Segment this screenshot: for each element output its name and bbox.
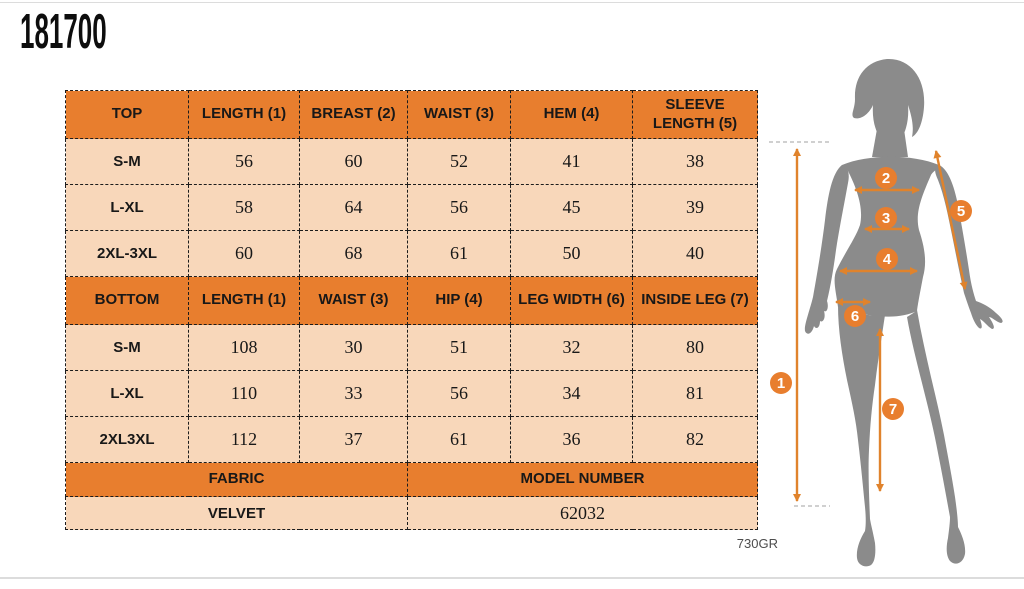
info-header-row: FABRIC MODEL NUMBER [65, 462, 758, 497]
measurement-marker-2: 2 [875, 167, 897, 189]
measurement-cell: 52 [407, 138, 511, 185]
silhouette-left-arm [804, 165, 849, 334]
measurement-cell: 36 [510, 416, 633, 463]
svg-text:1: 1 [777, 375, 785, 392]
column-header: LENGTH (1) [188, 90, 300, 139]
measurement-cell: 60 [188, 230, 300, 277]
column-header: WAIST (3) [299, 276, 408, 325]
silhouette-left-leg [838, 305, 885, 567]
column-header: LEG WIDTH (6) [510, 276, 633, 325]
measurement-cell: 51 [407, 324, 511, 371]
measurement-markers: 1 2 3 4 5 6 7 [770, 167, 972, 420]
table-row: L-XL 110 33 56 34 81 [65, 370, 758, 417]
silhouette-head [852, 58, 925, 144]
table-row: 2XL-3XL 60 68 61 50 40 [65, 230, 758, 277]
guide-lines [768, 141, 830, 507]
size-chart-table: TOP LENGTH (1) BREAST (2) WAIST (3) HEM … [65, 90, 758, 530]
measurement-cell: 56 [407, 370, 511, 417]
measurement-cell: 61 [407, 230, 511, 277]
measurement-cell: 41 [510, 138, 633, 185]
top-divider-line [0, 2, 1024, 3]
measurement-cell: 60 [299, 138, 408, 185]
weight-footnote: 730GR [736, 536, 778, 551]
measurement-cell: 32 [510, 324, 633, 371]
svg-text:2: 2 [882, 170, 890, 187]
table-row: S-M 108 30 51 32 80 [65, 324, 758, 371]
size-label: S-M [65, 138, 189, 185]
silhouette-right-leg [907, 310, 966, 564]
measurement-cell: 34 [510, 370, 633, 417]
fabric-header: FABRIC [65, 462, 408, 497]
silhouette-neck [872, 129, 908, 157]
measurement-marker-5: 5 [950, 200, 972, 222]
column-header: BOTTOM [65, 276, 189, 325]
measurement-cell: 39 [632, 184, 758, 231]
female-silhouette [804, 58, 1003, 567]
svg-text:5: 5 [957, 203, 965, 220]
column-header: INSIDE LEG (7) [632, 276, 758, 325]
column-header: HIP (4) [407, 276, 511, 325]
measurement-cell: 50 [510, 230, 633, 277]
measurement-figure: 1 2 3 4 5 6 7 [768, 55, 1024, 589]
measurement-cell: 33 [299, 370, 408, 417]
measurement-cell: 30 [299, 324, 408, 371]
measurement-marker-7: 7 [882, 398, 904, 420]
top-header-row: TOP LENGTH (1) BREAST (2) WAIST (3) HEM … [65, 90, 758, 139]
table-row: L-XL 58 64 56 45 39 [65, 184, 758, 231]
silhouette-torso [834, 156, 940, 317]
measurement-marker-4: 4 [876, 248, 898, 270]
measurement-marker-6: 6 [844, 305, 866, 327]
measurement-cell: 56 [407, 184, 511, 231]
size-label: S-M [65, 324, 189, 371]
size-label: 2XL3XL [65, 416, 189, 463]
page-title: 181700 [20, 5, 107, 59]
measurement-marker-3: 3 [875, 207, 897, 229]
measurement-cell: 112 [188, 416, 300, 463]
model-number-header: MODEL NUMBER [407, 462, 758, 497]
size-label: L-XL [65, 370, 189, 417]
measurement-cell: 37 [299, 416, 408, 463]
measurement-cell: 82 [632, 416, 758, 463]
table-row: 2XL3XL 112 37 61 36 82 [65, 416, 758, 463]
measurement-cell: 40 [632, 230, 758, 277]
column-header: SLEEVE LENGTH (5) [632, 90, 758, 139]
measurement-cell: 64 [299, 184, 408, 231]
bottom-header-row: BOTTOM LENGTH (1) WAIST (3) HIP (4) LEG … [65, 276, 758, 325]
column-header: TOP [65, 90, 189, 139]
size-label: L-XL [65, 184, 189, 231]
column-header: WAIST (3) [407, 90, 511, 139]
column-header: HEM (4) [510, 90, 633, 139]
svg-text:3: 3 [882, 210, 890, 227]
measurement-cell: 56 [188, 138, 300, 185]
model-number-value: 62032 [407, 496, 758, 530]
svg-text:4: 4 [883, 251, 892, 268]
measurement-cell: 108 [188, 324, 300, 371]
info-row: VELVET 62032 [65, 496, 758, 530]
table-row: S-M 56 60 52 41 38 [65, 138, 758, 185]
measurement-cell: 61 [407, 416, 511, 463]
measurement-arrow-5 [933, 150, 968, 290]
bottom-divider-line [0, 577, 1024, 579]
fabric-value: VELVET [65, 496, 408, 530]
measurement-cell: 58 [188, 184, 300, 231]
measurement-cell: 81 [632, 370, 758, 417]
column-header: LENGTH (1) [188, 276, 300, 325]
svg-text:6: 6 [851, 308, 859, 325]
measurement-cell: 110 [188, 370, 300, 417]
svg-text:7: 7 [889, 401, 897, 418]
column-header: BREAST (2) [299, 90, 408, 139]
size-label: 2XL-3XL [65, 230, 189, 277]
measurement-cell: 68 [299, 230, 408, 277]
measurement-cell: 45 [510, 184, 633, 231]
measurement-marker-1: 1 [770, 372, 792, 394]
measurement-cell: 38 [632, 138, 758, 185]
measurement-cell: 80 [632, 324, 758, 371]
